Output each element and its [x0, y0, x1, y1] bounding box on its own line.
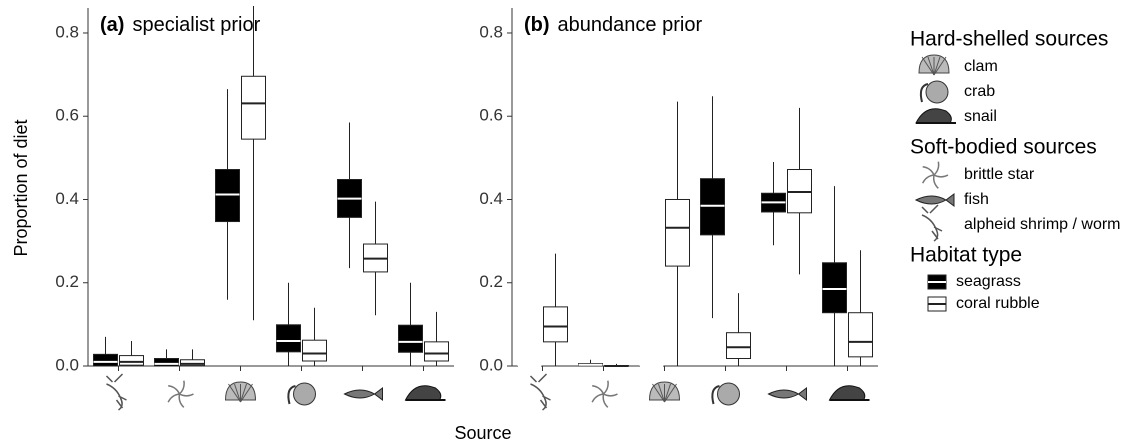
box	[215, 169, 240, 223]
box	[848, 312, 873, 358]
icon	[404, 385, 442, 401]
legend-label: coral rubble	[956, 295, 1040, 312]
icon	[179, 393, 194, 397]
box	[302, 339, 327, 362]
legend-title: Hard-shelled sources	[910, 28, 1108, 51]
box	[424, 341, 449, 362]
icon	[168, 385, 181, 395]
y-tick-label: 0.2	[479, 272, 503, 291]
icon	[927, 56, 935, 76]
box	[726, 332, 751, 360]
legend-label: seagrass	[956, 273, 1021, 290]
box	[543, 306, 568, 343]
y-tick-label: 0.8	[479, 22, 503, 41]
legend: Hard-shelled sources clam crab snail Soft-bo…	[910, 28, 1121, 313]
box	[276, 324, 301, 353]
x-axis-label: Source	[454, 423, 511, 443]
box	[822, 262, 847, 314]
icon	[933, 174, 949, 178]
icon	[178, 380, 185, 395]
icon	[529, 373, 551, 411]
panel: 0.0 0.2 0.4 0.6 0.8 (b) abundance prior	[479, 8, 878, 411]
panel-title: (b) abundance prior	[524, 14, 702, 36]
box	[93, 353, 118, 367]
panel: 0.0 0.2 0.4 0.6 0.8 (a) specialist prior	[55, 6, 454, 411]
legend-label: alpheid shrimp / worm	[964, 216, 1121, 233]
icon	[178, 393, 185, 408]
icon	[925, 80, 949, 104]
icon	[914, 193, 955, 207]
icon	[919, 83, 929, 103]
icon	[932, 174, 939, 189]
icon	[234, 383, 241, 403]
icon	[922, 166, 935, 176]
icon	[664, 383, 671, 403]
icon	[603, 393, 618, 397]
icon	[664, 383, 677, 403]
box	[700, 178, 725, 236]
y-tick-label: 0.4	[479, 189, 503, 208]
y-axis-label: Proportion of diet	[11, 119, 31, 256]
y-tick-label: 0.0	[55, 355, 79, 374]
boxes	[93, 6, 449, 367]
panel-title-text: abundance prior	[558, 14, 703, 36]
legend-title: Habitat type	[910, 244, 1022, 267]
icon	[828, 385, 866, 401]
icon	[343, 387, 383, 401]
legend-title: Soft-bodied sources	[910, 136, 1097, 159]
icon	[591, 393, 604, 403]
box	[241, 75, 266, 140]
icon	[602, 380, 609, 395]
y-tick-label: 0.8	[55, 22, 79, 41]
icon	[602, 393, 609, 408]
icon	[228, 383, 241, 403]
icon	[658, 383, 665, 403]
y-tick-label: 0.2	[55, 272, 79, 291]
icon	[240, 383, 247, 403]
legend-label: brittle star	[964, 166, 1035, 183]
boxes	[517, 96, 873, 367]
panel-title: (a) specialist prior	[100, 14, 261, 36]
box	[665, 198, 690, 267]
y-tick-label: 0.0	[479, 355, 503, 374]
box	[180, 359, 205, 367]
y-tick-label: 0.4	[55, 189, 79, 208]
icon	[921, 56, 935, 76]
icon	[105, 373, 127, 411]
icon	[933, 56, 947, 76]
icon	[921, 174, 935, 184]
panel-title-text: specialist prior	[132, 14, 260, 36]
icon	[767, 387, 807, 401]
icon	[921, 204, 943, 242]
legend-label: snail	[964, 108, 997, 125]
legend-label: crab	[964, 83, 995, 100]
legend-label: fish	[964, 191, 989, 208]
panel-label: (b)	[524, 14, 550, 36]
icon	[287, 385, 296, 405]
icon	[915, 108, 952, 124]
box	[154, 358, 179, 367]
icon	[592, 385, 605, 395]
icon	[711, 385, 720, 405]
y-tick-label: 0.6	[479, 106, 503, 125]
icon	[933, 56, 941, 76]
icon	[293, 382, 316, 406]
icon	[652, 383, 665, 403]
legend-label: clam	[964, 58, 998, 75]
icon	[933, 161, 940, 176]
panel-label: (a)	[100, 14, 124, 36]
y-tick-label: 0.6	[55, 106, 79, 125]
icon	[167, 393, 180, 403]
box	[119, 355, 144, 366]
box	[398, 324, 423, 353]
icon	[717, 382, 740, 406]
icon	[240, 383, 253, 403]
